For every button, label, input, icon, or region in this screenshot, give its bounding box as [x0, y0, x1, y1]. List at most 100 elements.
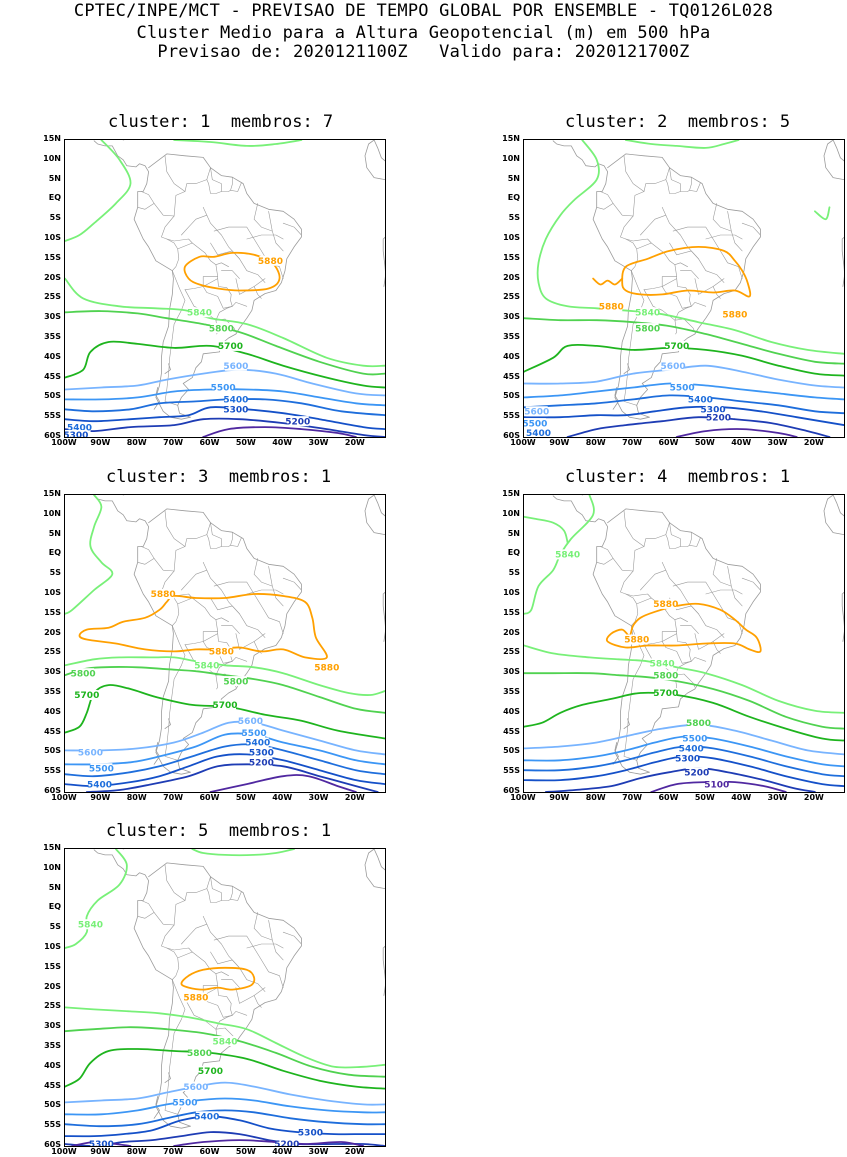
country-border [691, 657, 707, 662]
coastline [382, 591, 385, 642]
lon-tick-label: 100W [510, 438, 536, 447]
contour-5300 [524, 405, 844, 426]
contour-label: 5800 [686, 719, 711, 729]
lat-tick-label: 10N [43, 153, 61, 163]
contour-label-bg [707, 412, 730, 423]
contour-label-bg [299, 1127, 322, 1138]
country-border [620, 215, 639, 271]
country-border [680, 625, 699, 634]
country-border [680, 177, 692, 192]
contour-5840 [65, 495, 114, 615]
lat-tick-label: 35S [503, 687, 520, 696]
country-border [161, 924, 180, 980]
country-border [173, 167, 211, 217]
lon-tick-label: 30W [308, 1147, 329, 1156]
country-border [665, 522, 681, 549]
country-border [206, 876, 222, 903]
lat-tick-label: 20S [44, 627, 61, 637]
country-border [661, 207, 725, 283]
lat-tick-label: 25S [44, 292, 61, 302]
country-border [623, 625, 645, 761]
lat-tick-label: 5S [49, 213, 61, 223]
country-border [680, 270, 699, 279]
lat-tick-label: 55S [44, 1120, 61, 1130]
contour-label-bg [219, 340, 242, 351]
lon-tick-label: 60W [658, 438, 679, 447]
lon-tick-label: 40W [272, 1147, 293, 1156]
contour-label: 5840 [650, 660, 675, 670]
contour-label: 5400 [194, 1113, 219, 1123]
country-border [705, 589, 743, 595]
lat-tick-label: 30S [44, 312, 61, 322]
contour-label: 5500 [211, 384, 236, 394]
contour-label-bg [683, 733, 706, 744]
coastline [832, 495, 844, 517]
contour-5840 [191, 849, 295, 857]
contour-label: 5400 [688, 396, 713, 406]
lat-tick-label: EQ [48, 902, 61, 912]
country-border [184, 998, 233, 1030]
lon-tick-label: 80W [585, 438, 606, 447]
contour-5840 [65, 656, 385, 696]
lat-tick-label: 55S [503, 766, 520, 776]
lon-tick-label: 80W [585, 793, 606, 802]
contour-label-bg [152, 589, 175, 599]
contour-label: 5700 [74, 691, 99, 701]
country-border [282, 222, 302, 236]
lat-tick-label: 60S [44, 1140, 61, 1149]
contour-5200 [65, 1131, 385, 1146]
lat-tick-label: 35S [44, 687, 61, 696]
contour-label: 5800 [223, 677, 248, 687]
contour-5600 [65, 720, 385, 756]
coastline [612, 387, 619, 410]
country-border [210, 597, 240, 615]
contour-5300 [65, 406, 385, 430]
contour-label: 5400 [67, 423, 92, 433]
country-border [253, 203, 273, 232]
lat-tick-label: 10S [44, 942, 61, 951]
lat-tick-label: 55S [44, 411, 61, 421]
contour-label-bg [224, 404, 247, 415]
contour-label: 5880 [258, 257, 283, 267]
country-border [217, 987, 232, 1004]
lon-tick-label: 40W [731, 438, 752, 447]
contour-label: 5800 [635, 324, 660, 334]
lat-tick-label: 25S [503, 647, 520, 657]
contour-5100 [675, 428, 798, 437]
contour-5100 [209, 774, 357, 792]
lat-tick-label: 15N [502, 134, 520, 143]
country-border [640, 569, 667, 591]
contour-5800 [524, 672, 844, 730]
contour-label: 5840 [194, 661, 219, 671]
country-border [202, 916, 266, 992]
coastline [823, 495, 844, 535]
contour-5500 [65, 732, 385, 766]
country-border [221, 886, 233, 901]
country-border [213, 935, 284, 988]
contour-label-bg [88, 779, 111, 790]
contour-label-bg [224, 676, 247, 687]
lon-tick-label: 40W [272, 793, 293, 802]
coastline [823, 140, 844, 180]
contour-label-bg [685, 767, 708, 778]
lon-tick-label: 100W [51, 1147, 77, 1156]
lon-tick-label: 100W [51, 438, 77, 447]
contour-label: 5400 [223, 396, 248, 406]
contour-label-bg [651, 658, 674, 669]
lat-tick-label: 5N [507, 173, 520, 183]
contour-label-bg [195, 660, 218, 671]
country-border [596, 558, 634, 572]
lat-tick-label: 10S [44, 588, 61, 597]
contour-label-bg [195, 1111, 218, 1122]
contour-5600 [524, 364, 844, 389]
country-border [181, 923, 208, 945]
contour-5100 [173, 1139, 365, 1146]
country-border [246, 589, 284, 595]
lat-tick-label: 5S [49, 568, 61, 578]
lat-tick-label: 5S [508, 568, 520, 578]
geopotential-map: 5880 5840 5800 5700 5600 5500 5400 5300 5200 5400… [64, 139, 386, 438]
contour-label-bg [275, 1139, 298, 1146]
lon-tick-label: 70W [622, 438, 643, 447]
lat-tick-label: 50S [44, 391, 61, 401]
contour-label: 5200 [684, 768, 709, 778]
